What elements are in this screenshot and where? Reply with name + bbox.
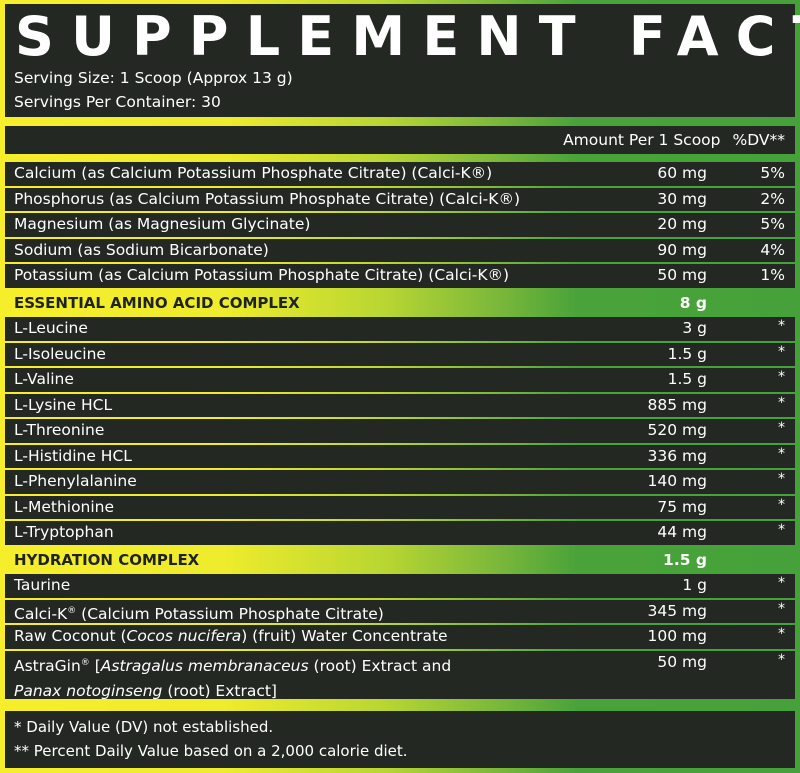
nutrient-amount: 100 mg bbox=[647, 627, 707, 645]
column-header-row: Amount Per 1 Scoop %DV** bbox=[5, 126, 795, 154]
serving-size: Serving Size: 1 Scoop (Approx 13 g) bbox=[14, 69, 293, 87]
page-title: SUPPLEMENT FACTS bbox=[15, 5, 800, 68]
footnote-dv-not-established: * Daily Value (DV) not established. bbox=[14, 718, 274, 736]
nutrient-amount: 3 g bbox=[682, 319, 707, 337]
table-row: L-Tryptophan 44 mg * bbox=[5, 521, 795, 545]
nutrient-name: L-Methionine bbox=[14, 497, 115, 516]
nutrient-amount: 345 mg bbox=[647, 601, 707, 620]
nutrient-dv: 5% bbox=[760, 164, 785, 182]
nutrient-amount: 336 mg bbox=[647, 446, 707, 465]
section-header-amino: ESSENTIAL AMINO ACID COMPLEX 8 g bbox=[5, 291, 795, 315]
nutrient-amount: 20 mg bbox=[657, 215, 707, 233]
section-header-hydration: HYDRATION COMPLEX 1.5 g bbox=[5, 548, 795, 572]
table-row: Calcium (as Calcium Potassium Phosphate … bbox=[5, 162, 795, 186]
nutrient-name: Calci-K® (Calcium Potassium Phosphate Ci… bbox=[14, 604, 384, 623]
nutrient-amount: 50 mg bbox=[657, 652, 707, 671]
table-row: L-Histidine HCL 336 mg * bbox=[5, 444, 795, 468]
amount-column-header: Amount Per 1 Scoop bbox=[563, 131, 721, 149]
section-title: ESSENTIAL AMINO ACID COMPLEX bbox=[14, 294, 300, 312]
nutrient-name: L-Phenylalanine bbox=[14, 472, 137, 490]
nutrient-amount: 885 mg bbox=[647, 395, 707, 414]
nutrient-dv: * bbox=[778, 600, 785, 617]
table-row: Taurine 1 g * bbox=[5, 574, 795, 598]
nutrient-name: L-Isoleucine bbox=[14, 344, 106, 363]
dv-column-header: %DV** bbox=[732, 131, 786, 149]
table-row: L-Isoleucine 1.5 g * bbox=[5, 342, 795, 366]
title-panel: SUPPLEMENT FACTS Serving Size: 1 Scoop (… bbox=[5, 4, 800, 117]
nutrient-dv: * bbox=[778, 420, 785, 436]
nutrient-amount: 44 mg bbox=[657, 523, 707, 541]
nutrient-amount: 520 mg bbox=[647, 421, 707, 439]
table-row: L-Valine 1.5 g * bbox=[5, 368, 795, 392]
section-amount: 1.5 g bbox=[663, 551, 707, 569]
nutrient-name: Taurine bbox=[14, 576, 71, 594]
nutrient-name: AstraGin® [Astragalus membranaceus (root… bbox=[14, 656, 452, 700]
table-row: Potassium (as Calcium Potassium Phosphat… bbox=[5, 264, 795, 288]
nutrient-dv: * bbox=[778, 575, 785, 591]
nutrient-name: L-Lysine HCL bbox=[14, 395, 113, 414]
footnotes-panel: * Daily Value (DV) not established. ** P… bbox=[5, 711, 795, 768]
nutrient-amount: 1.5 g bbox=[667, 370, 707, 388]
nutrient-name: L-Threonine bbox=[14, 421, 105, 439]
table-row: Sodium (as Sodium Bicarbonate) 90 mg 4% bbox=[5, 238, 795, 262]
nutrient-amount: 1 g bbox=[682, 576, 707, 594]
nutrient-amount: 1.5 g bbox=[667, 344, 707, 363]
servings-per-container: Servings Per Container: 30 bbox=[14, 93, 221, 111]
table-row: Phosphorus (as Calcium Potassium Phospha… bbox=[5, 187, 795, 211]
nutrient-name: Magnesium (as Magnesium Glycinate) bbox=[14, 215, 311, 233]
table-row: Calci-K® (Calcium Potassium Phosphate Ci… bbox=[5, 599, 795, 623]
nutrient-dv: * bbox=[778, 651, 785, 668]
nutrient-dv: * bbox=[778, 369, 785, 385]
nutrient-dv: * bbox=[778, 318, 785, 334]
nutrient-dv: * bbox=[778, 471, 785, 487]
table-row: L-Leucine 3 g * bbox=[5, 317, 795, 341]
nutrient-amount: 60 mg bbox=[657, 164, 707, 182]
footnote-percent-dv: ** Percent Daily Value based on a 2,000 … bbox=[14, 742, 408, 760]
nutrient-dv: * bbox=[778, 394, 785, 411]
nutrient-dv: * bbox=[778, 496, 785, 513]
nutrient-amount: 90 mg bbox=[657, 240, 707, 259]
section-title: HYDRATION COMPLEX bbox=[14, 551, 200, 569]
nutrient-amount: 30 mg bbox=[657, 189, 707, 208]
nutrient-name: L-Tryptophan bbox=[14, 523, 114, 541]
nutrient-dv: * bbox=[778, 343, 785, 360]
nutrient-name: L-Leucine bbox=[14, 319, 88, 337]
table-row: L-Lysine HCL 885 mg * bbox=[5, 393, 795, 417]
nutrient-amount: 75 mg bbox=[657, 497, 707, 516]
table-row: AstraGin® [Astragalus membranaceus (root… bbox=[5, 650, 795, 700]
nutrient-name: Raw Coconut (Cocos nucifera) (fruit) Wat… bbox=[14, 627, 448, 645]
nutrient-dv: 1% bbox=[760, 266, 785, 284]
nutrient-name: Potassium (as Calcium Potassium Phosphat… bbox=[14, 266, 510, 284]
table-row: L-Phenylalanine 140 mg * bbox=[5, 470, 795, 494]
nutrient-dv: 4% bbox=[760, 240, 785, 259]
nutrient-name: L-Valine bbox=[14, 370, 74, 388]
nutrient-dv: 5% bbox=[760, 215, 785, 233]
nutrient-dv: 2% bbox=[760, 189, 785, 208]
section-amount: 8 g bbox=[679, 294, 707, 312]
nutrient-name: Calcium (as Calcium Potassium Phosphate … bbox=[14, 164, 493, 182]
table-row: L-Threonine 520 mg * bbox=[5, 419, 795, 443]
nutrient-name: Phosphorus (as Calcium Potassium Phospha… bbox=[14, 189, 520, 208]
table-row: L-Methionine 75 mg * bbox=[5, 495, 795, 519]
nutrient-dv: * bbox=[778, 626, 785, 642]
nutrient-name: L-Histidine HCL bbox=[14, 446, 132, 465]
table-row: Raw Coconut (Cocos nucifera) (fruit) Wat… bbox=[5, 625, 795, 649]
nutrient-dv: * bbox=[778, 445, 785, 462]
nutrient-name: Sodium (as Sodium Bicarbonate) bbox=[14, 240, 269, 259]
nutrient-amount: 140 mg bbox=[647, 472, 707, 490]
table-row: Magnesium (as Magnesium Glycinate) 20 mg… bbox=[5, 213, 795, 237]
nutrient-amount: 50 mg bbox=[657, 266, 707, 284]
nutrient-dv: * bbox=[778, 522, 785, 538]
